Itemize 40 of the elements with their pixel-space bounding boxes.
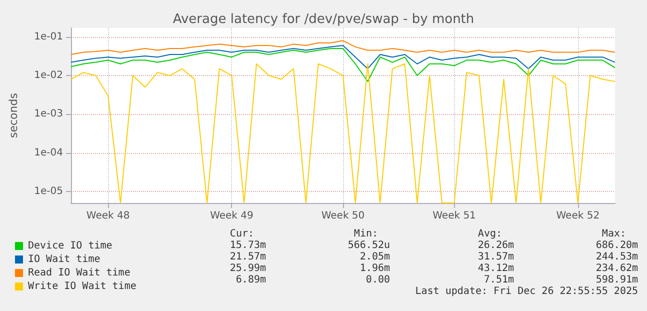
text: Last update: Fri Dec 26 22:55:55 2025 (415, 286, 638, 297)
y-tick-label: 1e-02 (34, 70, 63, 82)
y-tick-label: 1e-03 (34, 108, 63, 120)
text: 7.51m (484, 274, 514, 286)
x-tick-label: Week 50 (321, 210, 365, 222)
text: 26.26m (478, 240, 514, 251)
text: 6.89m (236, 274, 266, 286)
text: 244.53m (596, 252, 638, 262)
y-tick-label: 1e-04 (34, 147, 63, 158)
legend-label: Write IO Wait time (28, 281, 136, 292)
y-tick-label: 1e-01 (34, 31, 63, 42)
text: 25.99m (230, 263, 266, 274)
text: Cur: (230, 228, 254, 240)
x-tick-label: Week 52 (556, 210, 600, 222)
text: 686.20m (596, 240, 638, 251)
y-tick-label: 1e-05 (34, 186, 63, 197)
text: 1.96m (360, 263, 390, 274)
text: 2.05m (360, 252, 390, 262)
x-tick-label: Week 49 (210, 210, 254, 222)
text: 566.52u (348, 240, 390, 251)
line-series (70, 40, 616, 56)
text: Avg: (478, 228, 502, 240)
text: 43.12m (478, 263, 514, 274)
x-tick-label: Week 51 (432, 210, 476, 222)
line-series (70, 44, 616, 70)
text: Min: (354, 228, 378, 240)
legend-label: IO Wait time (28, 254, 100, 265)
y-axis-title: seconds (7, 92, 20, 138)
legend-label: Read IO Wait time (28, 268, 130, 278)
text: 0.00 (366, 274, 390, 286)
text: 31.57m (478, 252, 514, 262)
text: 598.91m (596, 274, 638, 286)
text: 234.62m (596, 263, 638, 274)
line-series (70, 48, 616, 82)
text: Max: (602, 228, 626, 240)
legend-label: Device IO time (28, 240, 112, 252)
chart-title: Average latency for /dev/pve/swap - by month (172, 12, 474, 27)
text: 21.57m (230, 252, 266, 262)
x-tick-label: Week 48 (86, 210, 130, 222)
text: 15.73m (230, 240, 266, 251)
